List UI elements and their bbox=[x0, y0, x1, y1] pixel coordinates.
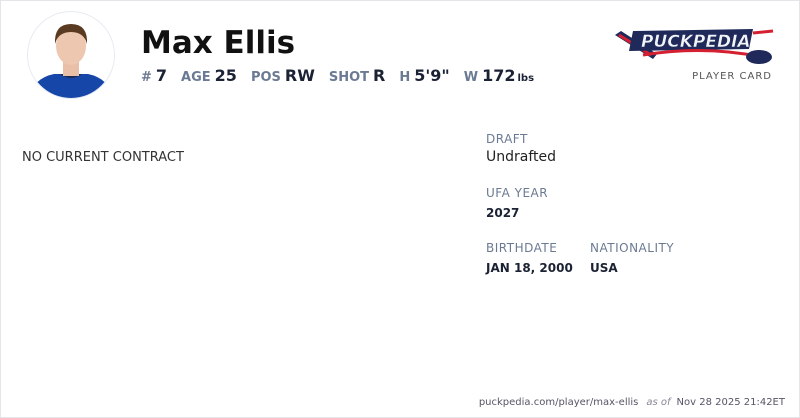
weight-label: W bbox=[463, 70, 479, 85]
player-stats: #7 AGE 25 POS RW SHOT R H 5'9" W 172 lbs bbox=[141, 66, 534, 85]
player-url[interactable]: puckpedia.com/player/max-ellis bbox=[478, 397, 639, 408]
draft-field: DRAFT Undrafted bbox=[486, 132, 556, 165]
draft-value: Undrafted bbox=[486, 149, 557, 165]
ufa-field: UFA YEAR 2027 bbox=[486, 186, 548, 220]
height-value: 5'9" bbox=[414, 66, 450, 85]
weight-value: 172 bbox=[482, 66, 516, 85]
shot-label: SHOT bbox=[328, 70, 370, 85]
birthdate-value: JAN 18, 2000 bbox=[486, 261, 573, 275]
player-avatar bbox=[27, 11, 115, 99]
nationality-field: NATIONALITY USA bbox=[590, 241, 674, 275]
birthdate-label: BIRTHDATE bbox=[486, 241, 558, 255]
footer: puckpedia.com/player/max-ellis as of Nov 2… bbox=[479, 397, 785, 408]
timestamp: Nov 28 2025 21:42ET bbox=[676, 397, 785, 408]
pos-value: RW bbox=[284, 66, 315, 85]
weight-unit: lbs bbox=[517, 73, 535, 84]
svg-text:PUCKPEDIA: PUCKPEDIA bbox=[641, 32, 751, 52]
age-value: 25 bbox=[214, 66, 237, 85]
number-label: # bbox=[141, 70, 152, 85]
age-label: AGE bbox=[181, 70, 211, 85]
puckpedia-logo: PUCKPEDIA bbox=[613, 21, 775, 71]
number-value: 7 bbox=[155, 66, 168, 85]
nationality-value: USA bbox=[590, 261, 618, 275]
birthdate-field: BIRTHDATE JAN 18, 2000 bbox=[486, 241, 573, 275]
player-card-label: PLAYER CARD bbox=[692, 71, 772, 82]
contract-status: NO CURRENT CONTRACT bbox=[22, 150, 184, 165]
shot-value: R bbox=[373, 66, 386, 85]
nationality-label: NATIONALITY bbox=[590, 241, 675, 255]
player-name: Max Ellis bbox=[141, 25, 296, 61]
ufa-label: UFA YEAR bbox=[486, 186, 549, 200]
height-label: H bbox=[399, 70, 411, 85]
ufa-value: 2027 bbox=[486, 206, 520, 220]
pos-label: POS bbox=[250, 70, 281, 85]
as-of-label: as of bbox=[646, 397, 671, 408]
draft-label: DRAFT bbox=[486, 132, 528, 146]
